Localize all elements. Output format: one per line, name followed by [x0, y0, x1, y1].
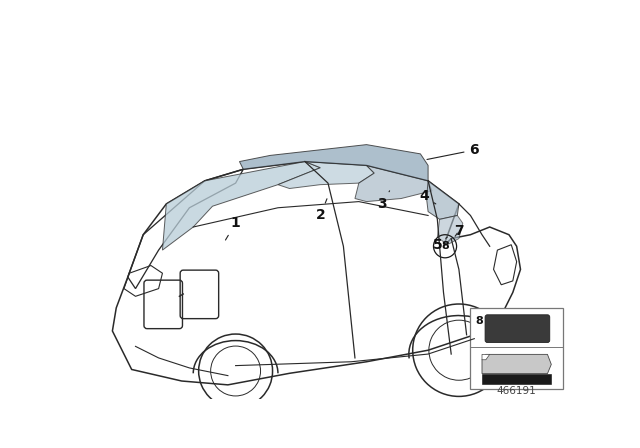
Text: 8: 8	[441, 241, 449, 251]
Text: 7: 7	[454, 224, 464, 238]
Polygon shape	[355, 165, 432, 202]
Polygon shape	[482, 354, 490, 360]
Text: 5: 5	[433, 237, 447, 252]
Text: 6: 6	[427, 143, 479, 159]
Text: 3: 3	[377, 191, 390, 211]
Polygon shape	[427, 181, 459, 220]
Text: 466191: 466191	[497, 386, 536, 396]
Bar	[482, 374, 551, 383]
Text: 8: 8	[476, 315, 484, 326]
Bar	[470, 308, 563, 389]
Polygon shape	[482, 354, 551, 374]
Text: 2: 2	[316, 199, 327, 223]
Polygon shape	[437, 215, 463, 245]
FancyBboxPatch shape	[485, 315, 550, 343]
Polygon shape	[239, 145, 428, 181]
Text: 4: 4	[419, 189, 436, 204]
Polygon shape	[278, 162, 374, 189]
Text: 1: 1	[225, 216, 241, 240]
Polygon shape	[163, 162, 320, 250]
